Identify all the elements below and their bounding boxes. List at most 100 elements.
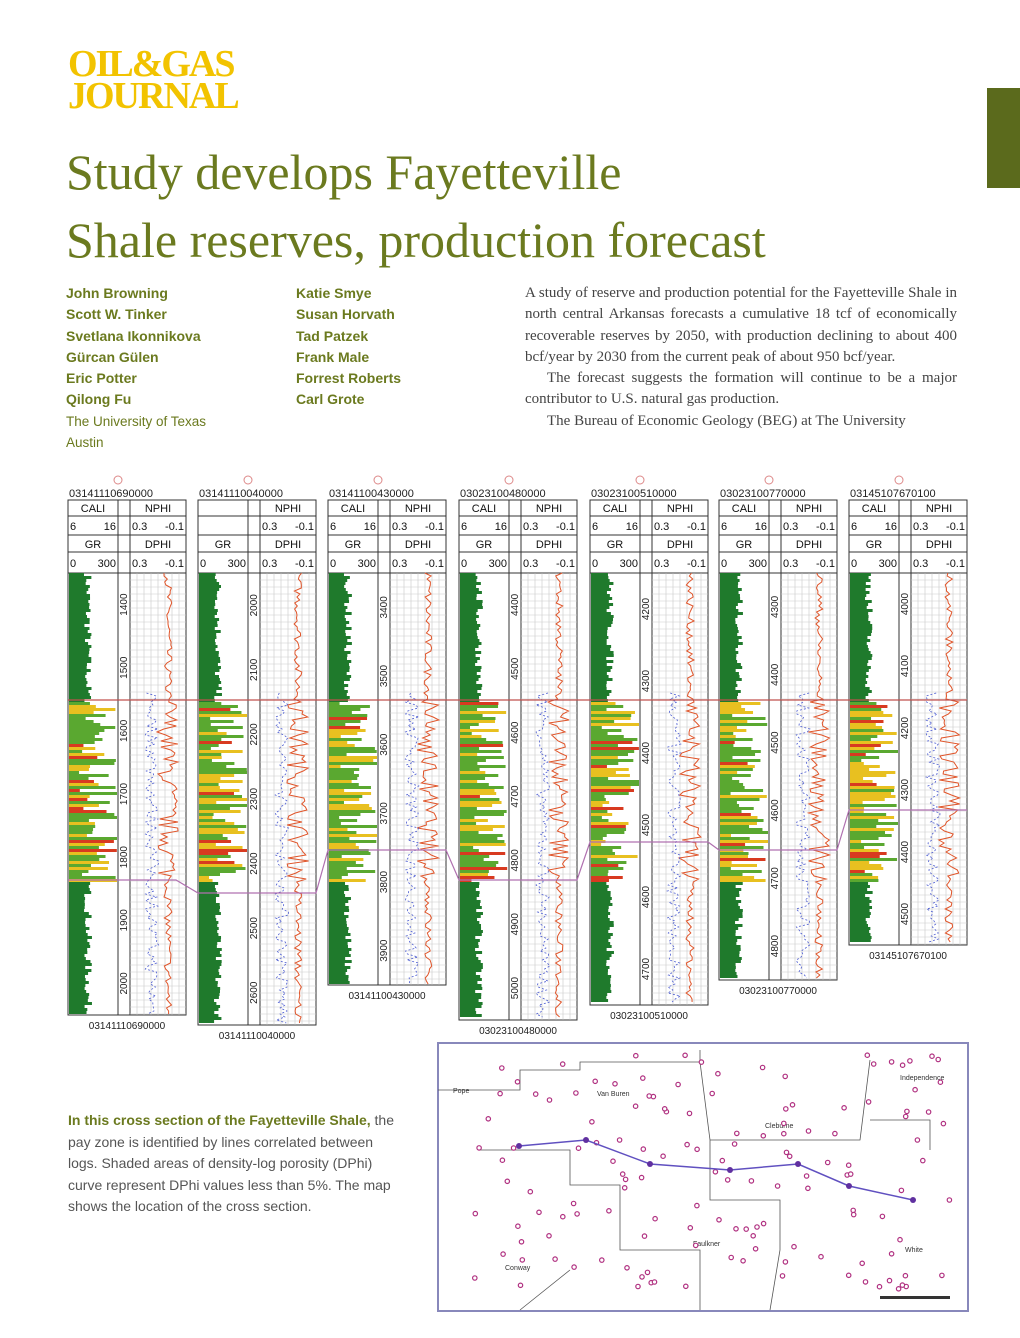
gr-fill	[329, 855, 342, 858]
gr-fill	[329, 828, 348, 831]
gr-fill	[329, 888, 349, 891]
gr-fill	[591, 591, 607, 594]
gr-fill	[329, 834, 377, 837]
gr-fill	[591, 771, 616, 774]
gr-fill	[720, 675, 740, 678]
gr-fill	[460, 963, 483, 966]
logo-line: OIL&GAS	[68, 43, 235, 85]
gr-fill	[69, 849, 117, 852]
gr-fill	[850, 672, 867, 675]
gr-fill	[591, 894, 611, 897]
gr-fill	[329, 717, 368, 720]
depth-label: 4600	[770, 799, 781, 822]
well-point	[733, 1130, 740, 1137]
depth-label: 4300	[770, 595, 781, 618]
gr-fill	[69, 780, 94, 783]
gr-fill	[720, 666, 743, 669]
author: Qilong Fu	[66, 391, 132, 408]
gr-fill	[199, 996, 219, 999]
gr-fill	[460, 600, 483, 603]
gr-fill	[69, 996, 89, 999]
well-footer: 03023100480000	[479, 1026, 557, 1037]
gr-fill	[850, 702, 877, 705]
gr-fill	[199, 879, 213, 882]
gr-fill	[69, 741, 95, 744]
gr-fill	[720, 855, 748, 858]
gr-fill	[329, 909, 350, 912]
gr-fill	[720, 789, 764, 792]
well-footer: 03145107670100	[869, 951, 947, 962]
well-point	[485, 1116, 492, 1122]
gr-fill	[591, 696, 607, 699]
gr-fill	[69, 732, 100, 735]
gr-fill	[69, 747, 96, 750]
well-point	[639, 1274, 645, 1280]
scale: 0	[461, 558, 467, 570]
gr-fill	[69, 774, 109, 777]
scale: -0.1	[425, 521, 444, 533]
gr-fill	[199, 768, 247, 771]
gr-fill	[69, 657, 92, 660]
scale: 16	[104, 521, 116, 533]
gr-fill	[720, 879, 766, 882]
gr-fill	[69, 708, 116, 711]
well-point	[824, 1159, 831, 1166]
gr-fill	[850, 612, 869, 615]
scale: -0.1	[556, 558, 575, 570]
gr-fill	[69, 720, 94, 723]
gr-fill	[720, 969, 736, 972]
gr-fill	[591, 624, 612, 627]
gr-fill	[329, 783, 359, 786]
gr-fill	[69, 756, 98, 759]
well-footer: 03141110690000	[89, 1021, 166, 1032]
gr-fill	[591, 978, 611, 981]
gr-fill	[199, 648, 216, 651]
gr-fill	[199, 708, 231, 711]
gr-fill	[69, 867, 108, 870]
gr-fill	[591, 816, 602, 819]
scale: -0.1	[946, 558, 965, 570]
gr-fill	[199, 804, 247, 807]
well-id: 03141110040000	[199, 488, 283, 500]
gr-fill	[591, 825, 626, 828]
well-point	[675, 1081, 681, 1088]
gr-fill	[69, 834, 87, 837]
gr-fill	[199, 819, 226, 822]
gr-fill	[69, 789, 80, 792]
well-point	[471, 1275, 478, 1281]
gr-fill	[591, 600, 609, 603]
gr-fill	[720, 633, 738, 636]
scale: 0	[70, 558, 76, 570]
gr-fill	[720, 690, 741, 693]
gr-fill	[199, 588, 220, 591]
well-point	[573, 1090, 579, 1096]
gr-fill	[69, 753, 105, 756]
gr-fill	[460, 672, 477, 675]
gr-fill	[720, 588, 742, 591]
author: John Browning	[66, 285, 168, 301]
gr-fill	[591, 657, 607, 660]
gr-fill	[850, 600, 872, 603]
scale-bar	[880, 1296, 950, 1299]
well-point	[692, 1242, 699, 1249]
gr-fill	[69, 930, 86, 933]
gr-fill	[329, 747, 375, 750]
gr-fill	[720, 639, 739, 642]
gr-fill	[850, 930, 870, 933]
log-frame	[848, 572, 968, 946]
gr-fill	[720, 876, 755, 879]
gr-fill	[720, 612, 743, 615]
gr-fill	[69, 888, 90, 891]
well-point	[571, 1264, 577, 1270]
scale: 0	[851, 558, 857, 570]
well-point	[914, 1137, 921, 1143]
gr-fill	[850, 846, 865, 849]
gr-fill	[591, 819, 609, 822]
gr-fill	[460, 744, 504, 747]
gr-fill	[69, 948, 88, 951]
caption-text: the pay zone is identified by lines corr…	[68, 1112, 395, 1214]
gr-fill	[720, 771, 738, 774]
scale: 0	[200, 558, 206, 570]
